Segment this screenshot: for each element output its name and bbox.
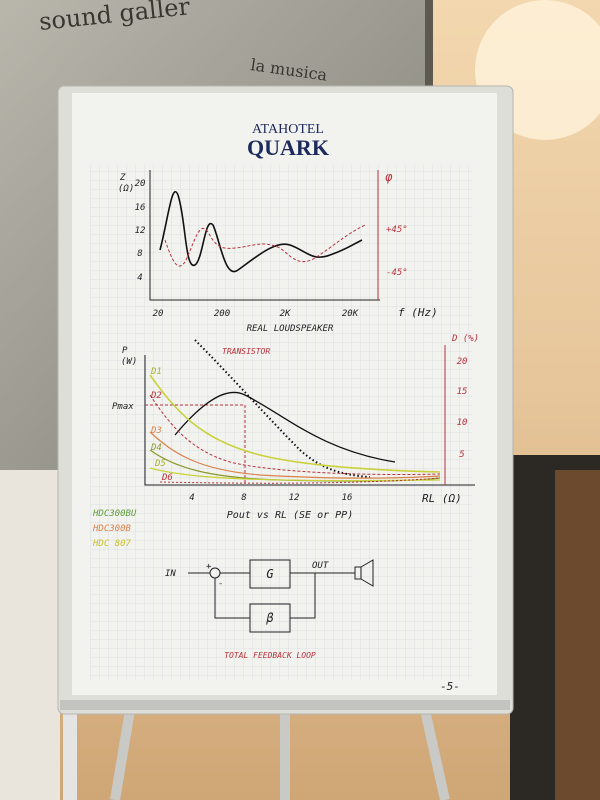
easel-legs: [110, 708, 450, 800]
y-tick: 4: [137, 273, 142, 283]
pmax: Pmax: [112, 402, 134, 412]
sum-plus: +: [206, 562, 212, 572]
y-tick: 12: [135, 226, 146, 236]
x-tick: 20: [153, 309, 164, 319]
marker-tray: [60, 700, 510, 710]
curve-label: D1: [150, 367, 162, 377]
page-number: -5-: [440, 680, 460, 693]
y2-tick: 20: [457, 357, 468, 367]
x-tick: 8: [241, 493, 246, 503]
block-diagram: [188, 559, 374, 633]
feedback: β: [265, 611, 274, 625]
y-unit: (Ω): [118, 184, 134, 194]
y2-tick: -45°: [386, 268, 408, 278]
y-label: P: [122, 346, 128, 356]
curve-label: D5: [154, 459, 166, 469]
x-label: RL (Ω): [422, 492, 462, 505]
impedance-plot: [149, 170, 380, 301]
curve-label: D6: [161, 473, 173, 483]
y2-tick: 10: [457, 418, 468, 428]
legend-entry: HDC300BU: [92, 509, 137, 519]
y-unit: (W): [121, 357, 137, 367]
y2-label: D (%): [451, 334, 479, 344]
y-tick: 16: [135, 203, 146, 213]
annotation: TRANSISTOR: [222, 347, 270, 356]
legend-entry: HDC 807: [92, 539, 132, 549]
gain: G: [266, 567, 273, 581]
caption: Pout vs RL (SE or PP): [227, 510, 353, 521]
y-tick: 8: [137, 249, 142, 259]
caption: REAL LOUDSPEAKER: [247, 324, 334, 334]
input: IN: [165, 569, 176, 579]
table: [0, 470, 60, 800]
x-tick: 12: [289, 493, 300, 503]
y2-label: φ: [385, 170, 393, 184]
y-label: Z: [119, 173, 126, 183]
sum-minus: -: [218, 579, 223, 589]
curve-label: D4: [150, 443, 162, 453]
brand: ATAHOTEL: [252, 122, 324, 137]
curve-label: D2: [150, 391, 162, 401]
output: OUT: [312, 561, 329, 571]
x-tick: 4: [189, 493, 194, 503]
curve-label: D3: [150, 426, 162, 436]
x-tick: 2K: [280, 309, 291, 319]
y2-tick: 15: [457, 387, 468, 397]
x-tick: 16: [342, 493, 353, 503]
y-tick: 20: [135, 179, 146, 189]
wood-panel: [555, 470, 600, 800]
legend-entry: HDC300B: [92, 524, 132, 534]
x-tick: 200: [214, 309, 230, 319]
caption: TOTAL FEEDBACK LOOP: [224, 651, 316, 660]
x-tick: 20K: [342, 309, 359, 319]
y2-tick: +45°: [386, 225, 408, 235]
y2-tick: 5: [459, 450, 464, 460]
title: QUARK: [247, 135, 329, 160]
grid-paper: [90, 165, 472, 680]
power-plot: [144, 339, 475, 486]
x-label: f (Hz): [398, 306, 438, 319]
